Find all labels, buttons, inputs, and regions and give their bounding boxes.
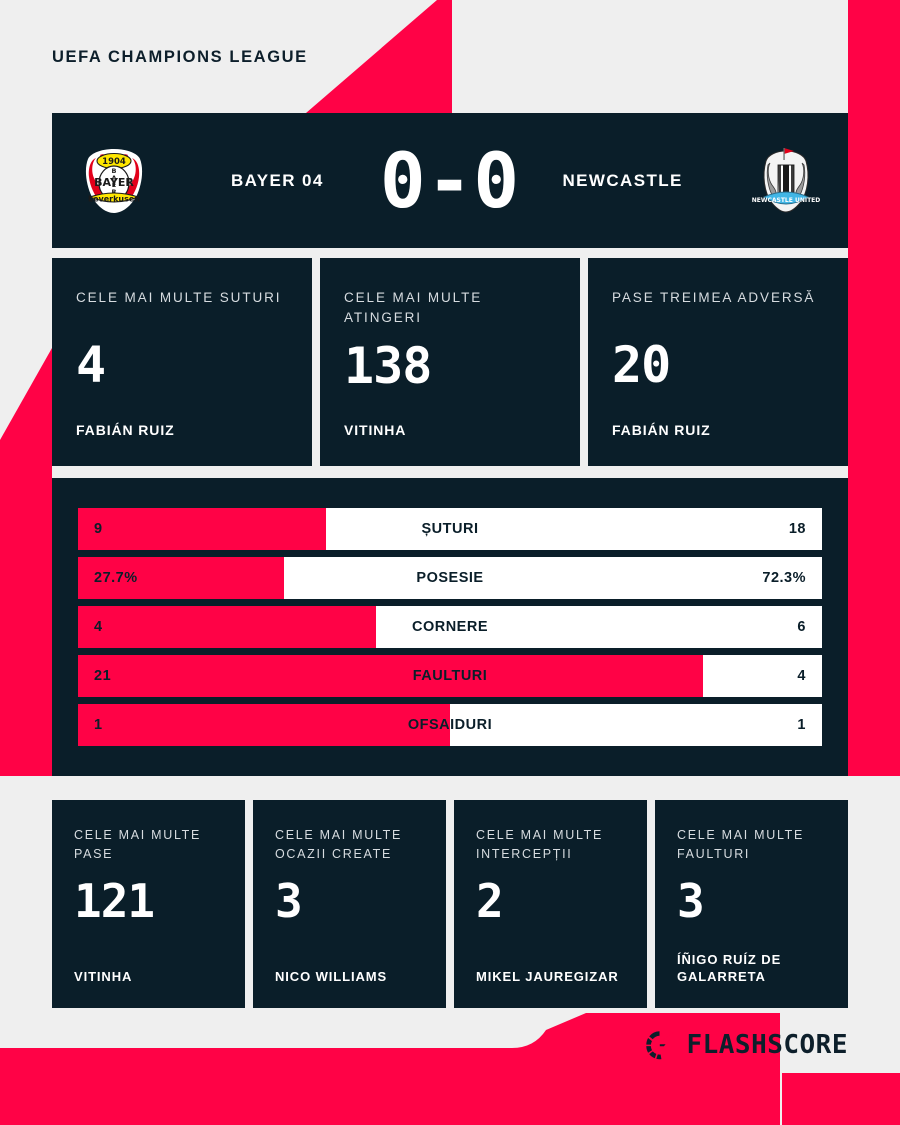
away-team-crest: NEWCASTLE UNITED [750,145,822,217]
stat-card-value: 20 [612,336,671,394]
stat-card-value: 3 [677,874,705,928]
stat-card-value: 138 [344,336,432,395]
stat-card-player: VITINHA [74,969,133,985]
stat-bar-home-value: 9 [94,521,103,537]
svg-text:A: A [111,174,116,182]
stat-bar-home-value: 1 [94,717,103,733]
match-score: 0-0 [379,135,521,225]
stat-card: CELE MAI MULTE PASE 121 VITINHA [52,800,245,1008]
stat-bar-row: 27.7% POSESIE 72.3% [78,557,822,599]
stat-bar-home-fill [78,508,326,550]
stat-card-value: 4 [76,336,106,394]
svg-text:R: R [111,188,116,196]
scoreboard: 1904 B A E R BAYER Leverkusen BAYER 04 0… [52,113,848,248]
stat-card-label: CELE MAI MULTE PASE [74,828,202,861]
flashscore-logo: FLASHSCORE [643,1028,848,1062]
svg-text:NEWCASTLE UNITED: NEWCASTLE UNITED [752,197,821,204]
stat-bar-home-fill [78,557,285,599]
top-stat-cards: CELE MAI MULTE SUTURI 4 FABIÁN RUIZ CELE… [52,258,848,466]
stat-card-player: FABIÁN RUIZ [76,422,175,439]
flashscore-mark-icon [643,1028,677,1062]
stat-card-player: ÍÑIGO RUÍZ DE GALARRETA [677,951,782,985]
stat-card-player: NICO WILLIAMS [275,969,388,985]
stat-bar-home-fill [78,704,450,746]
away-team-name: NEWCASTLE [562,170,683,190]
stat-bar-label: FAULTURI [412,668,488,684]
stat-bar-home-value: 21 [94,668,112,684]
home-team-crest: 1904 B A E R BAYER Leverkusen [78,145,150,217]
stat-bar-row: 21 FAULTURI 4 [78,655,822,697]
stat-card: CELE MAI MULTE FAULTURI 3 ÍÑIGO RUÍZ DE … [655,800,848,1008]
svg-text:Leverkusen: Leverkusen [88,194,140,203]
stat-card-value: 121 [74,874,155,928]
stat-card: CELE MAI MULTE ATINGERI 138 VITINHA [320,258,580,466]
flashscore-wordmark: FLASHSCORE [686,1030,848,1060]
stat-card-player: FABIÁN RUIZ [612,422,711,439]
stat-card: CELE MAI MULTE OCAZII CREATE 3 NICO WILL… [253,800,446,1008]
bottom-stat-cards: CELE MAI MULTE PASE 121 VITINHA CELE MAI… [52,800,848,1008]
stat-bar-away-value: 72.3% [762,570,806,586]
stat-card-label: CELE MAI MULTE FAULTURI [677,828,805,861]
stat-card-player: VITINHA [344,422,407,439]
stat-card: CELE MAI MULTE SUTURI 4 FABIÁN RUIZ [52,258,312,466]
stat-bar-away-value: 4 [797,668,806,684]
stat-card-label: CELE MAI MULTE INTERCEPȚII [476,828,604,861]
stat-card-value: 2 [476,874,504,928]
stat-bar-row: 1 OFSAIDURI 1 [78,704,822,746]
stat-bar-home-fill [78,655,703,697]
stat-card-value: 3 [275,874,303,928]
svg-text:BAYER: BAYER [94,176,134,189]
stat-card: CELE MAI MULTE INTERCEPȚII 2 MIKEL JAURE… [454,800,647,1008]
stat-bar-label: OFSAIDURI [407,717,493,733]
stat-card-label: CELE MAI MULTE OCAZII CREATE [275,828,403,861]
stat-bar-away-value: 6 [797,619,806,635]
stat-card: PASE TREIMEA ADVERSĂ 20 FABIÁN RUIZ [588,258,848,466]
stat-bar-home-value: 27.7% [94,570,138,586]
svg-text:B: B [112,167,117,175]
stat-card-label: CELE MAI MULTE SUTURI [76,290,282,305]
stat-bar-row: 4 CORNERE 6 [78,606,822,648]
stat-card-label: PASE TREIMEA ADVERSĂ [612,290,816,305]
home-team-name: BAYER 04 [230,170,324,190]
stat-bar-label: CORNERE [411,619,488,635]
stat-bar-away-value: 1 [797,717,806,733]
stat-bar-label: ȘUTURI [421,521,479,537]
stat-bar-label: POSESIE [416,570,484,586]
stat-bar-home-value: 4 [94,619,103,635]
stat-bar-home-fill [78,606,376,648]
stat-card-player: MIKEL JAUREGIZAR [476,969,619,985]
stat-bar-away-value: 18 [788,521,806,537]
competition-title: UEFA CHAMPIONS LEAGUE [52,48,308,66]
match-statistics-chart: 9 ȘUTURI 18 27.7% POSESIE 72.3% 4 CORNER… [52,478,848,776]
stat-bar-row: 9 ȘUTURI 18 [78,508,822,550]
stat-card-label: CELE MAI MULTE ATINGERI [344,290,483,326]
svg-text:E: E [112,181,116,189]
svg-text:1904: 1904 [102,157,126,167]
